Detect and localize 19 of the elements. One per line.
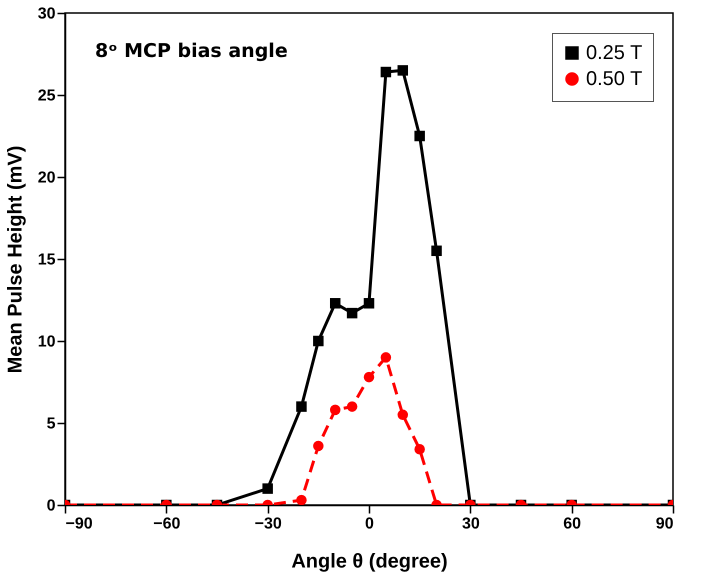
legend-label: 0.25 T	[586, 42, 642, 64]
x-tick-label: 90	[656, 516, 674, 532]
y-tick-label: 30	[38, 6, 56, 22]
x-tick-label: 60	[563, 516, 582, 532]
annotation: 8ᵒ MCP bias angle	[95, 40, 288, 62]
x-tick-label: −30	[254, 516, 282, 532]
legend-label: 0.50 T	[586, 68, 642, 90]
y-tick-label: 25	[38, 88, 56, 104]
y-tick-label: 20	[38, 170, 56, 186]
y-tick-label: 10	[38, 334, 56, 350]
x-tick-label: −60	[153, 516, 181, 532]
x-tick-label: 0	[365, 516, 374, 532]
y-tick-label: 15	[38, 252, 56, 268]
y-tick-label: 0	[46, 498, 56, 514]
y-axis-title: Mean Pulse Height (mV)	[4, 146, 27, 374]
y-tick-label: 5	[46, 416, 56, 432]
x-axis-title: Angle θ (degree)	[291, 550, 448, 572]
x-tick-label: −90	[66, 516, 93, 532]
x-tick-label: 30	[462, 516, 480, 532]
